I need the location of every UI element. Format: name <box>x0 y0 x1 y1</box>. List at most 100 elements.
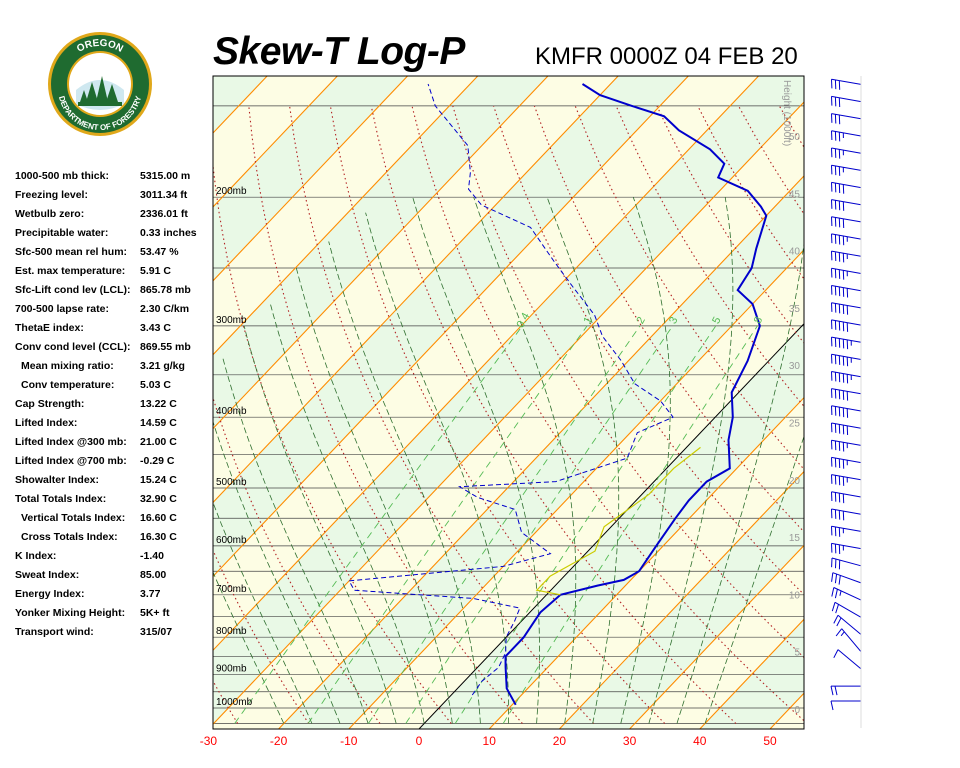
index-value: 5.03 C <box>140 379 171 391</box>
logo-top-text: OREGON <box>75 38 125 55</box>
pressure-label: 300mb <box>216 315 247 326</box>
index-value: 53.47 % <box>140 246 179 258</box>
isotherm-line <box>488 396 804 729</box>
height-axis-label: Height (1000ft) <box>781 80 792 146</box>
moist-adiabat <box>328 241 481 724</box>
wind-barb <box>830 685 861 696</box>
mixing-ratio-label: 8 <box>752 315 765 326</box>
temperature-tick-label: 40 <box>693 734 707 748</box>
station-time-label: KMFR 0000Z 04 FEB 20 <box>535 43 798 70</box>
index-label: Lifted Index @700 mb: <box>15 455 127 467</box>
index-row: 700-500 lapse rate: 2.30 C/km <box>15 300 215 319</box>
index-row: Sfc-500 mean rel hum: 53.47 % <box>15 243 215 262</box>
index-value: 865.78 mb <box>140 284 191 296</box>
index-value: 3.43 C <box>140 322 171 334</box>
moist-adiabat <box>221 355 369 724</box>
moist-adiabat <box>213 501 313 724</box>
mixing-ratio-line <box>502 325 758 724</box>
index-row: Wetbulb zero: 2336.01 ft <box>15 205 215 224</box>
pressure-label: 900mb <box>216 664 247 675</box>
mixing-ratio-line <box>454 325 717 724</box>
wind-barb <box>831 285 862 298</box>
pressure-label: 400mb <box>216 406 247 417</box>
index-value: 3.77 <box>140 588 161 600</box>
dry-adiabat <box>493 105 804 596</box>
wind-barb <box>831 601 862 618</box>
index-label: Cap Strength: <box>15 398 85 410</box>
moist-adiabat <box>704 435 804 724</box>
index-label: 1000-500 mb thick: <box>15 170 109 182</box>
index-label: Lifted Index: <box>15 417 78 429</box>
dry-adiabat <box>39 106 166 724</box>
index-value: 2336.01 ft <box>140 208 188 220</box>
isotherm-line <box>0 76 127 729</box>
wind-barb <box>835 628 862 653</box>
mixing-ratio-label: 3 <box>667 315 680 326</box>
temperature-tick-label: -10 <box>340 734 358 748</box>
mixing-ratio-line <box>307 325 588 724</box>
index-value: 16.30 C <box>140 531 177 543</box>
index-row: Precipitable water: 0.33 inches <box>15 224 215 243</box>
index-value: 5315.00 m <box>140 170 191 182</box>
height-tick-label: 20 <box>789 476 801 487</box>
index-label: Conv cond level (CCL): <box>15 341 131 353</box>
index-label: Conv temperature: <box>21 379 115 391</box>
index-row: Lifted Index @300 mb: 21.00 C <box>15 433 215 452</box>
index-row: Transport wind: 315/07 <box>15 623 215 642</box>
index-label: Cross Totals Index: <box>21 531 118 543</box>
temperature-profile <box>504 83 768 706</box>
index-row: Yonker Mixing Height: 5K+ ft <box>15 604 215 623</box>
mixing-ratio-line <box>234 325 523 724</box>
temperature-tick-label: -20 <box>270 734 288 748</box>
dry-adiabat <box>289 105 595 724</box>
isotherm-line <box>213 76 689 578</box>
moist-adiabat <box>213 420 341 724</box>
index-value: -1.40 <box>140 550 164 562</box>
pressure-label: 800mb <box>216 626 247 637</box>
index-label: Mean mixing ratio: <box>21 360 114 372</box>
index-label: Total Totals Index: <box>15 493 107 505</box>
isotherm-line <box>213 101 804 725</box>
dry-adiabat <box>329 105 666 724</box>
wind-barb <box>831 456 862 469</box>
wind-barb <box>831 557 862 570</box>
mixing-ratio-label: 2 <box>634 315 647 326</box>
wind-barb <box>831 233 862 246</box>
index-value: 85.00 <box>140 569 167 581</box>
height-tick-label: 50 <box>789 132 801 143</box>
moist-adiabat <box>676 240 804 724</box>
index-row: Mean mixing ratio: 3.21 g/kg <box>15 357 215 376</box>
wind-barb <box>831 95 862 108</box>
wind-barb <box>831 542 862 555</box>
temperature-tick-label: 0 <box>416 734 423 748</box>
dry-adiabat <box>778 105 804 149</box>
wind-barb <box>831 181 862 194</box>
index-label: Sfc-Lift cond lev (LCL): <box>15 284 131 296</box>
pressure-label: 700mb <box>216 584 247 595</box>
index-row: K Index: -1.40 <box>15 547 215 566</box>
mixing-ratio-label: 1 <box>581 315 594 326</box>
index-value: 14.59 C <box>140 417 177 429</box>
moist-adiabat <box>648 197 734 724</box>
index-label: 700-500 lapse rate: <box>15 303 109 315</box>
temperature-tick-label: 30 <box>623 734 637 748</box>
index-value: 869.55 mb <box>140 341 191 353</box>
moist-adiabat <box>620 197 671 724</box>
index-row: Total Totals Index: 32.90 C <box>15 490 215 509</box>
temperature-tick-label: 50 <box>763 734 777 748</box>
wind-barb <box>831 267 862 280</box>
isotherm-line <box>840 76 960 729</box>
mixing-ratio-label: 5 <box>710 315 723 326</box>
isotherm-line <box>213 76 338 208</box>
index-row: Cap Strength: 13.22 C <box>15 395 215 414</box>
wind-barb <box>830 700 861 711</box>
height-tick-label: 15 <box>789 533 801 544</box>
wind-barb <box>831 491 862 504</box>
height-tick-label: 30 <box>789 361 801 372</box>
isotherm-line <box>213 76 619 504</box>
wind-barb <box>831 353 862 367</box>
index-row: Sweat Index: 85.00 <box>15 566 215 585</box>
temperature-tick-label: 10 <box>483 734 497 748</box>
temperature-tick-label: 20 <box>553 734 567 748</box>
wind-barb <box>831 113 862 125</box>
